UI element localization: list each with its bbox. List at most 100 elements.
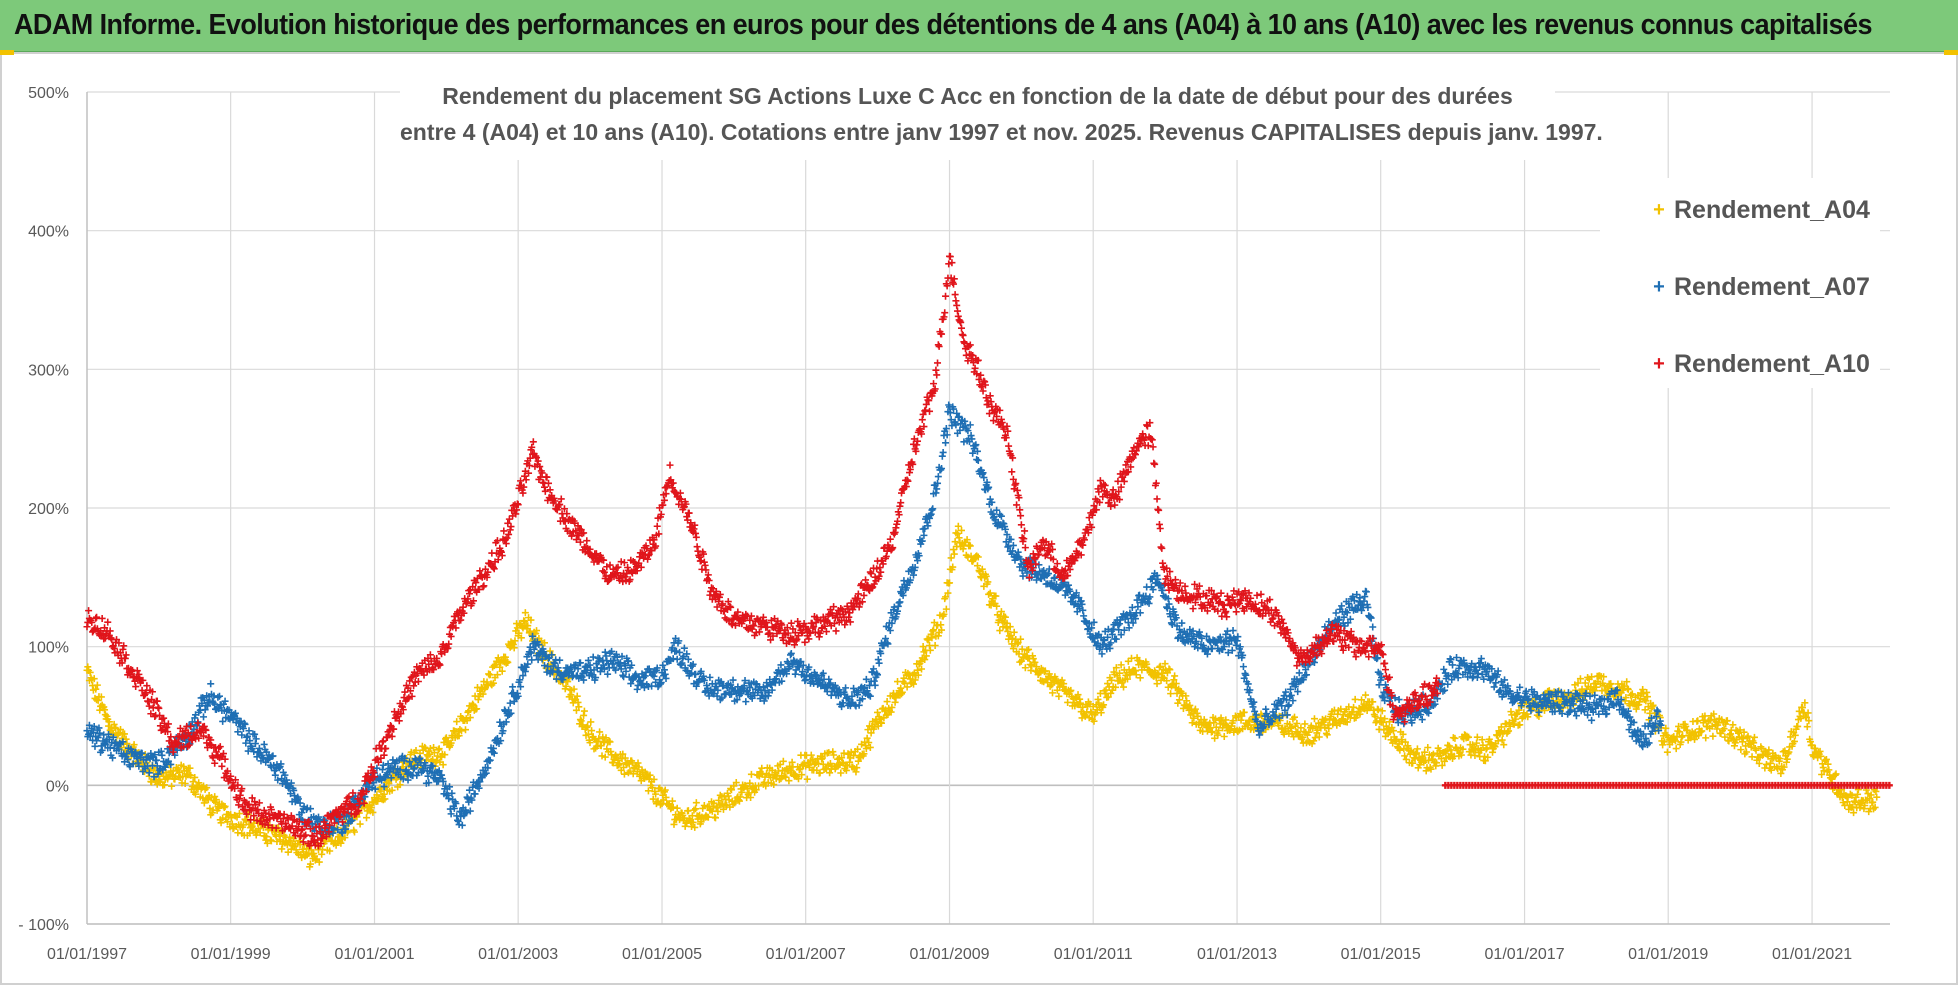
data-point (1192, 637, 1200, 645)
data-point (1791, 731, 1799, 739)
data-point (1041, 667, 1049, 675)
data-point (894, 607, 902, 615)
data-point (1168, 620, 1176, 628)
data-point (473, 705, 481, 713)
data-point (839, 699, 847, 707)
data-point (775, 666, 783, 674)
data-point (862, 675, 870, 683)
data-point (952, 421, 960, 429)
data-point (382, 744, 390, 752)
data-point (1752, 746, 1760, 754)
data-point (1210, 719, 1218, 727)
data-point (717, 678, 725, 686)
data-point (1224, 649, 1232, 657)
data-point (1389, 727, 1397, 735)
data-point (1516, 683, 1524, 691)
x-tick-label: 01/01/2017 (1485, 946, 1565, 963)
data-point (1310, 715, 1318, 723)
x-tick-label: 01/01/2007 (766, 946, 846, 963)
data-point (233, 813, 241, 821)
data-point (733, 696, 741, 704)
data-point (480, 582, 488, 590)
data-point (479, 690, 487, 698)
data-point (1373, 655, 1381, 663)
data-point (1143, 660, 1151, 668)
data-point (439, 777, 447, 785)
data-point (445, 795, 453, 803)
data-point (1216, 633, 1224, 641)
data-point (298, 809, 306, 817)
data-point (342, 825, 350, 833)
data-point (486, 756, 494, 764)
data-point (903, 683, 911, 691)
data-point (200, 732, 208, 740)
data-point (1215, 726, 1223, 734)
data-point (1678, 733, 1686, 741)
data-point (1190, 714, 1198, 722)
data-point (264, 821, 272, 829)
data-point (499, 727, 507, 735)
data-point (1186, 701, 1194, 709)
data-point (396, 766, 404, 774)
data-point (1570, 695, 1578, 703)
data-point (466, 807, 474, 815)
data-point (1023, 569, 1031, 577)
data-point (1220, 643, 1228, 651)
data-point (931, 642, 939, 650)
data-point (1361, 593, 1369, 601)
data-point (1642, 697, 1650, 705)
data-point (1004, 627, 1012, 635)
data-point (980, 474, 988, 482)
data-point (1643, 693, 1651, 701)
data-point (1623, 678, 1631, 686)
data-point (1336, 720, 1344, 728)
data-point (974, 456, 982, 464)
data-point (650, 672, 658, 680)
data-point (1776, 755, 1784, 763)
data-point (535, 641, 543, 649)
data-point (234, 728, 242, 736)
data-point (1107, 639, 1115, 647)
data-point (528, 656, 536, 664)
data-point (291, 792, 299, 800)
data-point (659, 661, 667, 669)
data-point (1444, 680, 1452, 688)
data-point (615, 761, 623, 769)
data-point (221, 697, 229, 705)
data-point (315, 822, 323, 830)
data-point (1283, 711, 1291, 719)
data-point (1477, 746, 1485, 754)
data-point (109, 754, 117, 762)
data-point (221, 755, 229, 763)
data-point (934, 473, 942, 481)
data-point (684, 655, 692, 663)
data-point (458, 727, 466, 735)
data-point (233, 714, 241, 722)
data-point (484, 764, 492, 772)
data-point (1381, 715, 1389, 723)
data-point (309, 832, 317, 840)
x-tick-label: 01/01/2021 (1772, 946, 1852, 963)
data-point (997, 512, 1005, 520)
data-point (1432, 762, 1440, 770)
data-point (1477, 659, 1485, 667)
data-point (1045, 670, 1053, 678)
data-point (1660, 738, 1668, 746)
data-point (1445, 742, 1453, 750)
data-point (616, 659, 624, 667)
header-banner: ADAM Informe. Evolution historique des p… (0, 0, 1958, 52)
data-point (1149, 586, 1157, 594)
data-point (886, 626, 894, 634)
data-point (586, 661, 594, 669)
data-point (1694, 717, 1702, 725)
data-point (90, 722, 98, 730)
data-point (1399, 730, 1407, 738)
data-point (1431, 700, 1439, 708)
data-point (448, 789, 456, 797)
data-point (883, 698, 891, 706)
data-point (1848, 791, 1856, 799)
data-point (156, 712, 164, 720)
data-point (1873, 793, 1881, 801)
y-tick-label: 100% (28, 640, 69, 657)
data-point (600, 665, 608, 673)
